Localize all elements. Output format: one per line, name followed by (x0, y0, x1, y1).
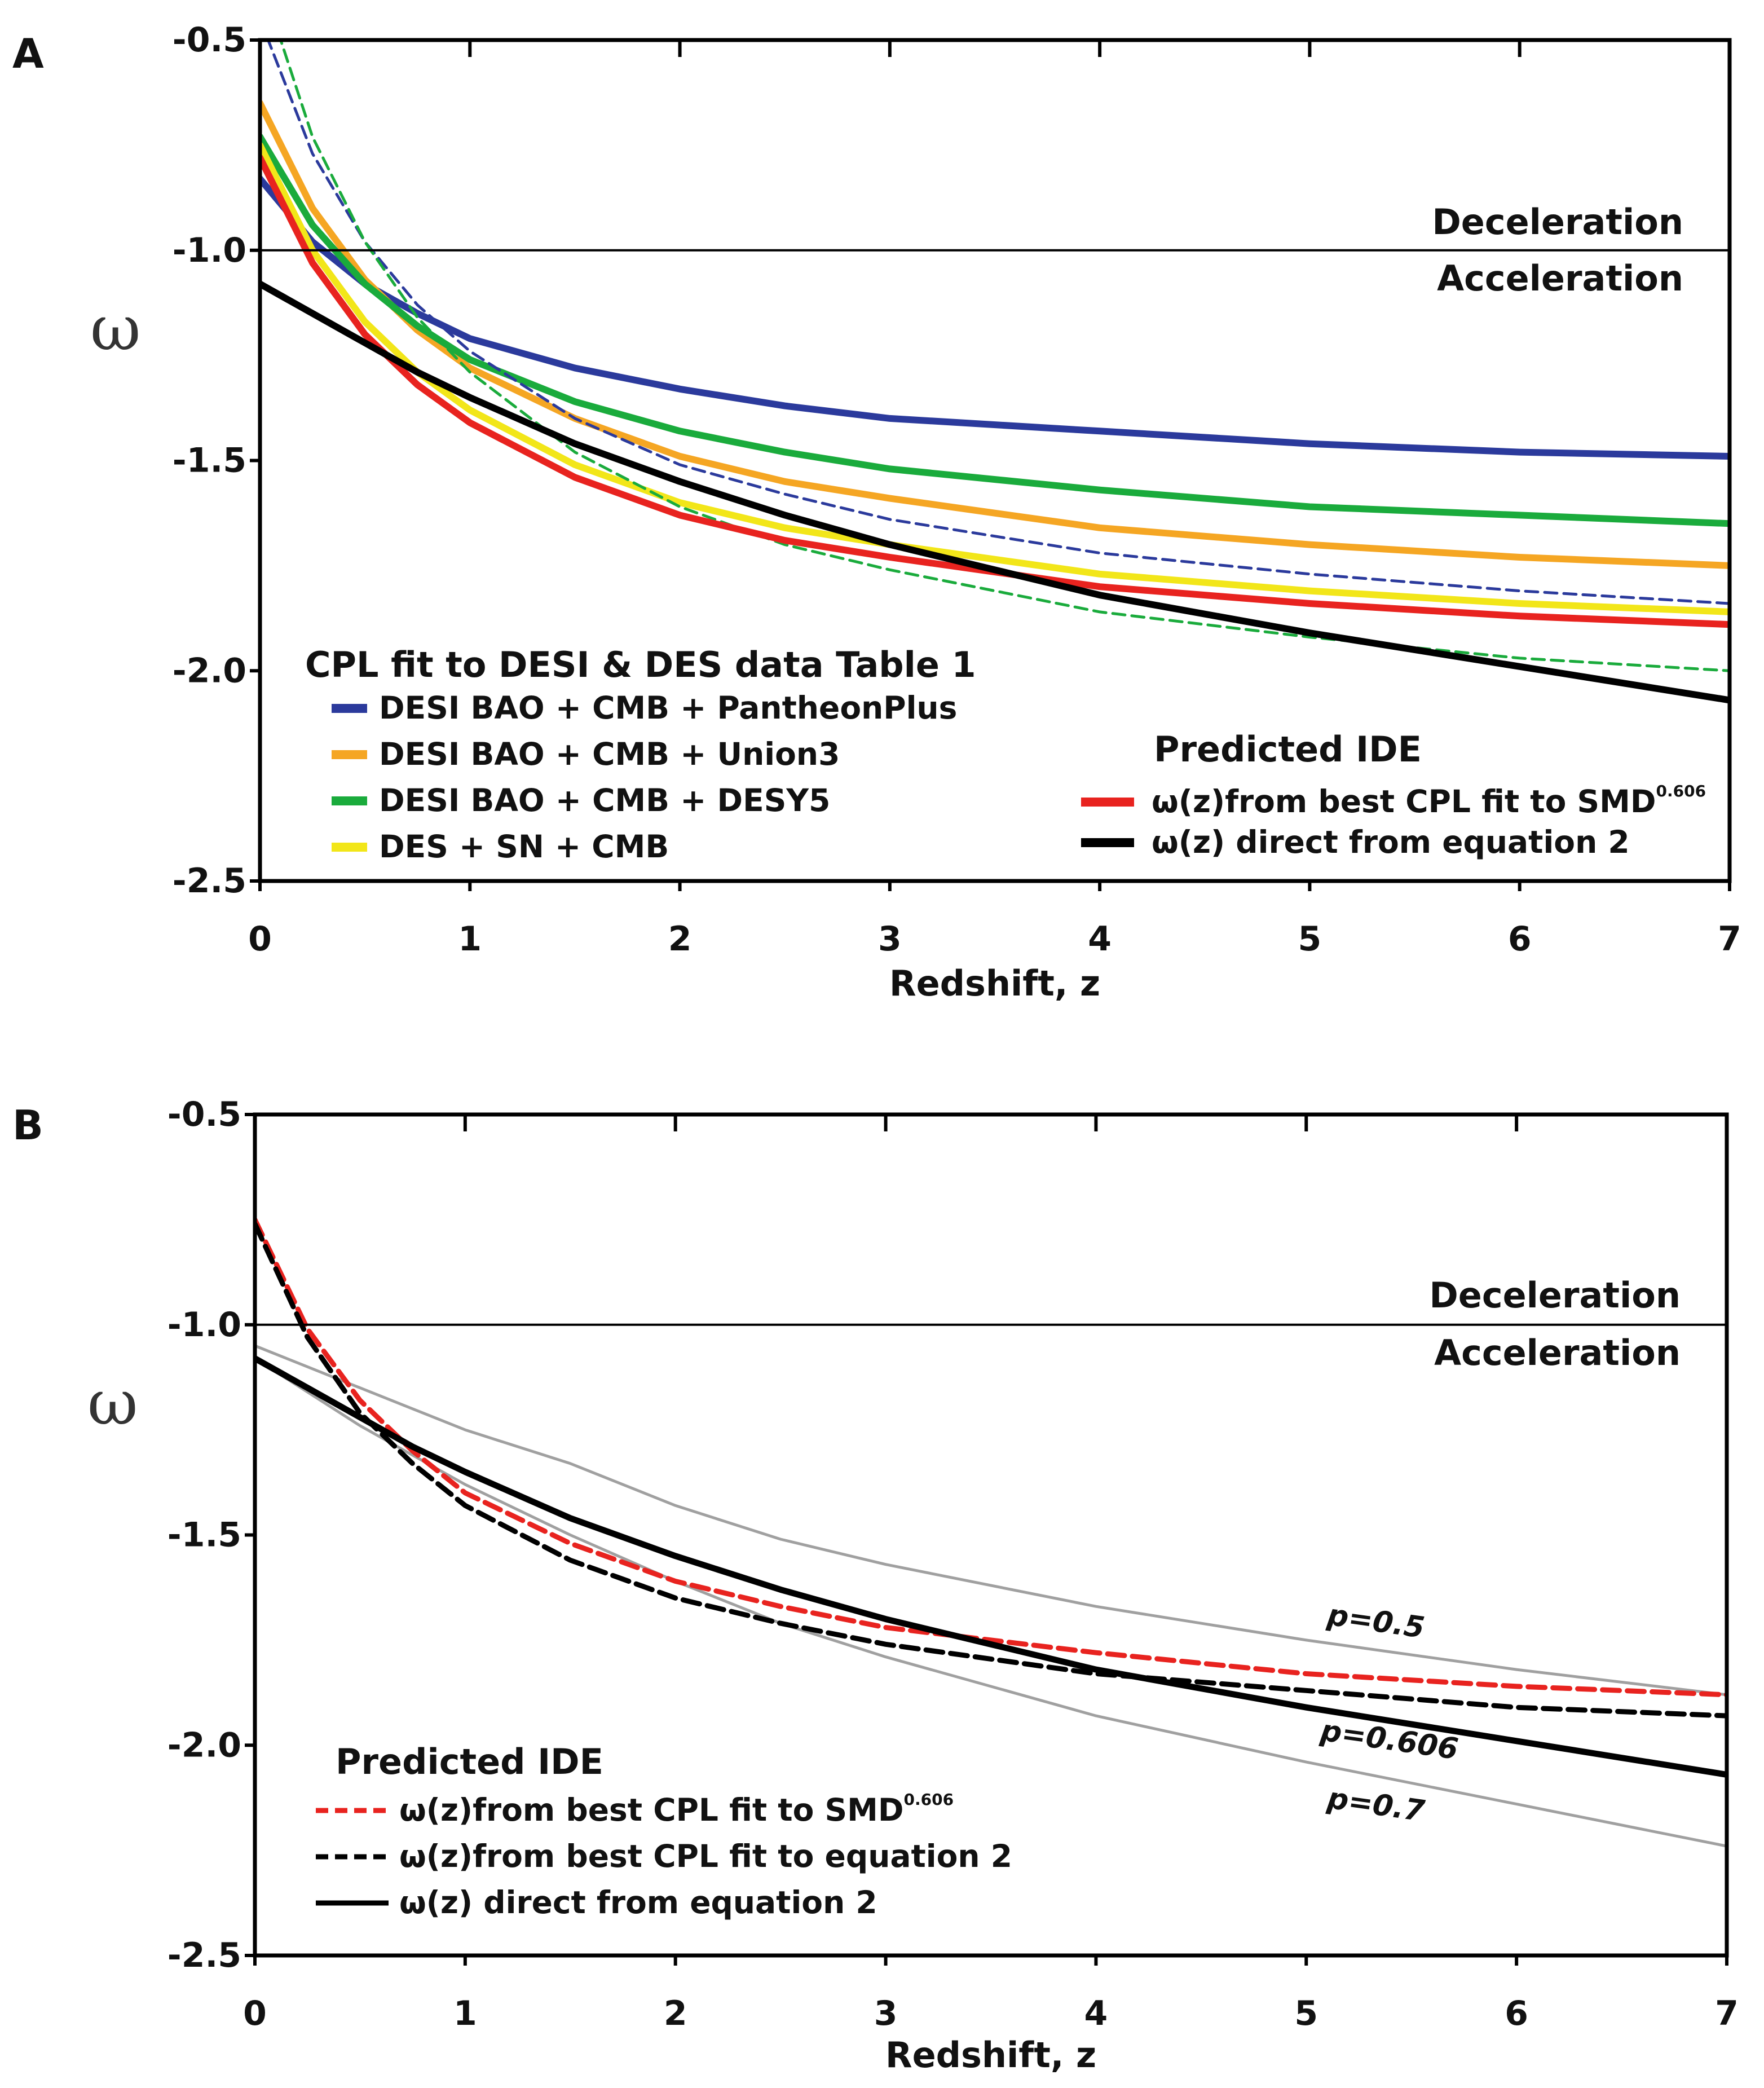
legend-0: Predicted IDE ω(z)from best CPL fit to SM… (316, 1741, 1012, 1920)
curve-annotation: p=0.7 (1325, 1781, 1427, 1829)
y-axis-label: ω (90, 292, 141, 364)
x-tick-label: 6 (1505, 1994, 1528, 2033)
legend-item-label: DESI BAO + CMB + PantheonPlus (379, 690, 957, 726)
series-line-7 (260, 280, 1730, 704)
x-tick-label: 7 (1715, 1994, 1739, 2033)
y-tick-label: -1.0 (167, 1305, 241, 1345)
series-line-6 (260, 154, 1730, 628)
series-line-1 (260, 99, 1730, 569)
x-tick-label: 2 (664, 1994, 687, 2033)
series-line-4 (266, 40, 1730, 605)
legend-item-label: ω(z)from best CPL fit to SMD0.606 (399, 1790, 954, 1828)
legend-item-label: DES + SN + CMB (379, 829, 669, 865)
deceleration-label: Deceleration (1429, 1275, 1681, 1316)
y-tick-label: -2.5 (173, 861, 246, 901)
y-tick-label: -2.5 (167, 1936, 241, 1975)
curve-annotation: p=0.5 (1325, 1598, 1427, 1645)
legend-item-text: DESI BAO + CMB + Union3 (379, 736, 840, 772)
legend-item-text: ω(z) direct from equation 2 (1152, 824, 1630, 860)
legend-item-label: DESI BAO + CMB + Union3 (379, 736, 840, 772)
y-tick-label: -2.0 (167, 1725, 241, 1765)
series-line-4 (255, 1355, 1727, 1778)
legend-item-text: ω(z)from best CPL fit to equation 2 (399, 1838, 1012, 1874)
legend-item-label: ω(z) direct from equation 2 (1152, 824, 1630, 860)
legend-title: CPL fit to DESI & DES data Table 1 (305, 644, 976, 685)
legend-item-superscript: 0.606 (904, 1790, 954, 1809)
x-tick-label: 4 (1088, 919, 1112, 959)
panel-label: A (12, 30, 44, 77)
legend-item-label: ω(z)from best CPL fit to SMD0.606 (1152, 782, 1706, 820)
legend-item-superscript: 0.606 (1656, 782, 1706, 800)
series-line-5 (279, 40, 1730, 672)
legend-item-text: DES + SN + CMB (379, 829, 669, 865)
y-axis-label: ω (87, 1367, 138, 1439)
y-tick-label: -1.5 (173, 441, 246, 481)
series-line-0 (255, 1344, 1727, 1697)
legend-0: CPL fit to DESI & DES data Table 1 DESI B… (305, 644, 976, 865)
plot-frame (253, 1112, 1729, 1958)
x-tick-label: 3 (878, 919, 902, 959)
x-tick-label: 7 (1718, 919, 1741, 959)
x-tick-label: 1 (458, 919, 482, 959)
y-tick-label: -2.0 (173, 651, 246, 690)
x-tick-label: 2 (668, 919, 692, 959)
legend-1: Predicted IDE ω(z)from best CPL fit to SM… (1081, 729, 1706, 860)
legend-item-label: ω(z) direct from equation 2 (399, 1884, 877, 1920)
legend-title: Predicted IDE (336, 1741, 603, 1782)
x-axis-label: Redshift, z (885, 2034, 1096, 2076)
series-line-2 (260, 133, 1730, 527)
panel-a: Aω Deceleration Acceleration 0 1 2 3 4 5 6 7 -0.5 -1… (12, 20, 1741, 1004)
series-line-2 (255, 1217, 1727, 1698)
series-line-3 (255, 1221, 1727, 1719)
legend-item-label: DESI BAO + CMB + DESY5 (379, 782, 830, 818)
x-tick-label: 1 (453, 1994, 477, 2033)
x-tick-label: 4 (1084, 1994, 1108, 2033)
acceleration-label: Acceleration (1434, 1332, 1681, 1373)
panel-label: B (12, 1102, 43, 1149)
legend-item-text: ω(z)from best CPL fit to SMD (399, 1792, 904, 1828)
panel-b: Bω Deceleration Acceleration 0 1 2 3 4 5 6 7 -0.5 -1… (12, 1095, 1739, 2076)
y-tick-label: -1.0 (173, 231, 246, 270)
y-tick-label: -0.5 (167, 1095, 241, 1134)
legend-item-label: ω(z)from best CPL fit to equation 2 (399, 1838, 1012, 1874)
legend-item-text: ω(z) direct from equation 2 (399, 1884, 877, 1920)
legend-item-text: DESI BAO + CMB + DESY5 (379, 782, 830, 818)
x-tick-label: 5 (1298, 919, 1322, 959)
y-tick-label: -0.5 (173, 20, 246, 60)
series-group (255, 1217, 1727, 1848)
x-tick-label: 3 (874, 1994, 898, 2033)
y-tick-label: -1.5 (167, 1516, 241, 1555)
series-line-3 (260, 142, 1730, 615)
legend-title: Predicted IDE (1154, 729, 1422, 770)
x-tick-label: 5 (1294, 1994, 1318, 2033)
x-tick-label: 6 (1508, 919, 1532, 959)
acceleration-label: Acceleration (1437, 258, 1683, 299)
x-tick-label: 0 (248, 919, 272, 959)
series-group (260, 40, 1730, 704)
deceleration-label: Deceleration (1432, 201, 1683, 243)
legend-item-text: DESI BAO + CMB + PantheonPlus (379, 690, 957, 726)
x-axis-label: Redshift, z (889, 963, 1100, 1004)
x-tick-label: 0 (243, 1994, 267, 2033)
legend-item-text: ω(z)from best CPL fit to SMD (1152, 783, 1656, 820)
